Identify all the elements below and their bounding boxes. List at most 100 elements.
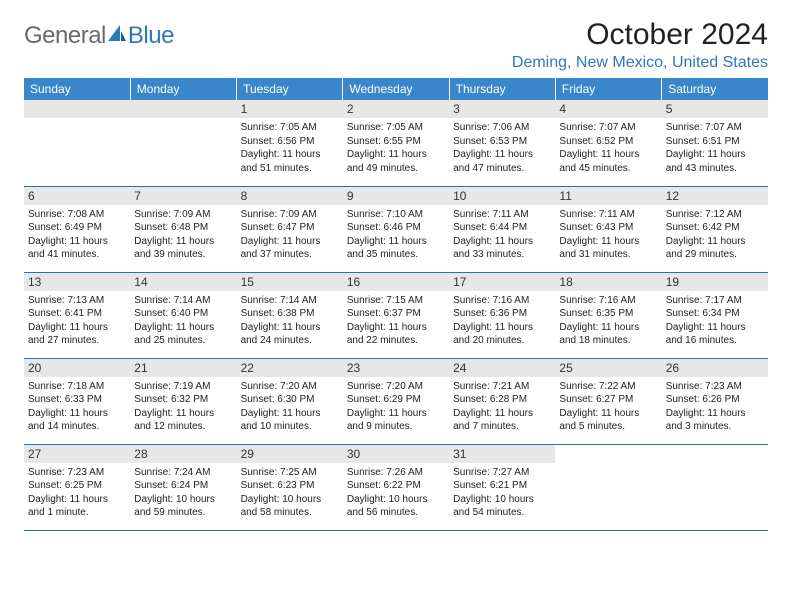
day-number: 2 [343, 100, 449, 118]
day-number: 14 [130, 273, 236, 291]
day-content: Sunrise: 7:20 AMSunset: 6:29 PMDaylight:… [343, 377, 449, 436]
calendar-cell: 7Sunrise: 7:09 AMSunset: 6:48 PMDaylight… [130, 186, 236, 272]
calendar-cell: 19Sunrise: 7:17 AMSunset: 6:34 PMDayligh… [662, 272, 768, 358]
calendar-cell: 22Sunrise: 7:20 AMSunset: 6:30 PMDayligh… [237, 358, 343, 444]
day-number: 13 [24, 273, 130, 291]
day-number: 24 [449, 359, 555, 377]
logo-text-general: General [24, 22, 106, 50]
day-number: 9 [343, 187, 449, 205]
calendar-cell [130, 100, 236, 186]
location: Deming, New Mexico, United States [512, 54, 768, 72]
day-content: Sunrise: 7:24 AMSunset: 6:24 PMDaylight:… [130, 463, 236, 522]
day-number: 22 [237, 359, 343, 377]
calendar-cell: 13Sunrise: 7:13 AMSunset: 6:41 PMDayligh… [24, 272, 130, 358]
calendar-cell [662, 444, 768, 530]
day-content: Sunrise: 7:11 AMSunset: 6:44 PMDaylight:… [449, 205, 555, 264]
day-content: Sunrise: 7:05 AMSunset: 6:56 PMDaylight:… [237, 118, 343, 177]
day-content: Sunrise: 7:05 AMSunset: 6:55 PMDaylight:… [343, 118, 449, 177]
calendar-cell: 17Sunrise: 7:16 AMSunset: 6:36 PMDayligh… [449, 272, 555, 358]
calendar-cell: 27Sunrise: 7:23 AMSunset: 6:25 PMDayligh… [24, 444, 130, 530]
day-content: Sunrise: 7:14 AMSunset: 6:40 PMDaylight:… [130, 291, 236, 350]
calendar-cell: 8Sunrise: 7:09 AMSunset: 6:47 PMDaylight… [237, 186, 343, 272]
month-title: October 2024 [512, 18, 768, 52]
day-number: 18 [555, 273, 661, 291]
day-content: Sunrise: 7:07 AMSunset: 6:52 PMDaylight:… [555, 118, 661, 177]
logo-sail-icon [106, 23, 128, 50]
day-content: Sunrise: 7:14 AMSunset: 6:38 PMDaylight:… [237, 291, 343, 350]
day-number: 30 [343, 445, 449, 463]
logo-text-blue: Blue [128, 22, 174, 50]
day-content: Sunrise: 7:20 AMSunset: 6:30 PMDaylight:… [237, 377, 343, 436]
day-number: 16 [343, 273, 449, 291]
day-number: 11 [555, 187, 661, 205]
calendar-cell: 9Sunrise: 7:10 AMSunset: 6:46 PMDaylight… [343, 186, 449, 272]
page: General Blue October 2024 Deming, New Me… [0, 0, 792, 541]
day-content: Sunrise: 7:15 AMSunset: 6:37 PMDaylight:… [343, 291, 449, 350]
calendar-cell: 2Sunrise: 7:05 AMSunset: 6:55 PMDaylight… [343, 100, 449, 186]
calendar-cell [555, 444, 661, 530]
day-number-empty [130, 100, 236, 118]
calendar-cell: 21Sunrise: 7:19 AMSunset: 6:32 PMDayligh… [130, 358, 236, 444]
day-number: 29 [237, 445, 343, 463]
header: General Blue October 2024 Deming, New Me… [24, 18, 768, 72]
day-number: 19 [662, 273, 768, 291]
calendar-cell: 12Sunrise: 7:12 AMSunset: 6:42 PMDayligh… [662, 186, 768, 272]
calendar-cell: 26Sunrise: 7:23 AMSunset: 6:26 PMDayligh… [662, 358, 768, 444]
day-content: Sunrise: 7:23 AMSunset: 6:26 PMDaylight:… [662, 377, 768, 436]
day-number: 26 [662, 359, 768, 377]
day-number: 4 [555, 100, 661, 118]
calendar-row: 20Sunrise: 7:18 AMSunset: 6:33 PMDayligh… [24, 358, 768, 444]
day-number: 21 [130, 359, 236, 377]
calendar-cell: 23Sunrise: 7:20 AMSunset: 6:29 PMDayligh… [343, 358, 449, 444]
day-number: 1 [237, 100, 343, 118]
calendar-cell: 31Sunrise: 7:27 AMSunset: 6:21 PMDayligh… [449, 444, 555, 530]
day-content: Sunrise: 7:09 AMSunset: 6:48 PMDaylight:… [130, 205, 236, 264]
calendar-cell: 30Sunrise: 7:26 AMSunset: 6:22 PMDayligh… [343, 444, 449, 530]
calendar-cell: 16Sunrise: 7:15 AMSunset: 6:37 PMDayligh… [343, 272, 449, 358]
day-content: Sunrise: 7:22 AMSunset: 6:27 PMDaylight:… [555, 377, 661, 436]
calendar-cell: 1Sunrise: 7:05 AMSunset: 6:56 PMDaylight… [237, 100, 343, 186]
calendar-row: 27Sunrise: 7:23 AMSunset: 6:25 PMDayligh… [24, 444, 768, 530]
calendar-table: Sunday Monday Tuesday Wednesday Thursday… [24, 78, 768, 531]
day-content: Sunrise: 7:06 AMSunset: 6:53 PMDaylight:… [449, 118, 555, 177]
day-number: 17 [449, 273, 555, 291]
day-number: 7 [130, 187, 236, 205]
day-content: Sunrise: 7:23 AMSunset: 6:25 PMDaylight:… [24, 463, 130, 522]
calendar-row: 13Sunrise: 7:13 AMSunset: 6:41 PMDayligh… [24, 272, 768, 358]
calendar-cell: 25Sunrise: 7:22 AMSunset: 6:27 PMDayligh… [555, 358, 661, 444]
calendar-cell: 18Sunrise: 7:16 AMSunset: 6:35 PMDayligh… [555, 272, 661, 358]
day-content: Sunrise: 7:25 AMSunset: 6:23 PMDaylight:… [237, 463, 343, 522]
title-block: October 2024 Deming, New Mexico, United … [512, 18, 768, 72]
day-number: 31 [449, 445, 555, 463]
day-number: 15 [237, 273, 343, 291]
calendar-cell: 11Sunrise: 7:11 AMSunset: 6:43 PMDayligh… [555, 186, 661, 272]
weekday-header: Thursday [449, 78, 555, 100]
weekday-header: Friday [555, 78, 661, 100]
weekday-header: Monday [130, 78, 236, 100]
day-content: Sunrise: 7:12 AMSunset: 6:42 PMDaylight:… [662, 205, 768, 264]
day-content: Sunrise: 7:16 AMSunset: 6:36 PMDaylight:… [449, 291, 555, 350]
weekday-header-row: Sunday Monday Tuesday Wednesday Thursday… [24, 78, 768, 100]
day-content: Sunrise: 7:11 AMSunset: 6:43 PMDaylight:… [555, 205, 661, 264]
day-content: Sunrise: 7:18 AMSunset: 6:33 PMDaylight:… [24, 377, 130, 436]
calendar-cell: 5Sunrise: 7:07 AMSunset: 6:51 PMDaylight… [662, 100, 768, 186]
weekday-header: Tuesday [237, 78, 343, 100]
day-number: 12 [662, 187, 768, 205]
day-content: Sunrise: 7:13 AMSunset: 6:41 PMDaylight:… [24, 291, 130, 350]
calendar-cell: 10Sunrise: 7:11 AMSunset: 6:44 PMDayligh… [449, 186, 555, 272]
day-content: Sunrise: 7:26 AMSunset: 6:22 PMDaylight:… [343, 463, 449, 522]
calendar-cell: 28Sunrise: 7:24 AMSunset: 6:24 PMDayligh… [130, 444, 236, 530]
weekday-header: Sunday [24, 78, 130, 100]
day-content: Sunrise: 7:19 AMSunset: 6:32 PMDaylight:… [130, 377, 236, 436]
weekday-header: Wednesday [343, 78, 449, 100]
day-number-empty [24, 100, 130, 118]
day-content: Sunrise: 7:27 AMSunset: 6:21 PMDaylight:… [449, 463, 555, 522]
calendar-body: 1Sunrise: 7:05 AMSunset: 6:56 PMDaylight… [24, 100, 768, 530]
day-content: Sunrise: 7:07 AMSunset: 6:51 PMDaylight:… [662, 118, 768, 177]
day-number: 27 [24, 445, 130, 463]
weekday-header: Saturday [662, 78, 768, 100]
calendar-cell: 29Sunrise: 7:25 AMSunset: 6:23 PMDayligh… [237, 444, 343, 530]
day-content: Sunrise: 7:21 AMSunset: 6:28 PMDaylight:… [449, 377, 555, 436]
day-number: 3 [449, 100, 555, 118]
day-number: 6 [24, 187, 130, 205]
